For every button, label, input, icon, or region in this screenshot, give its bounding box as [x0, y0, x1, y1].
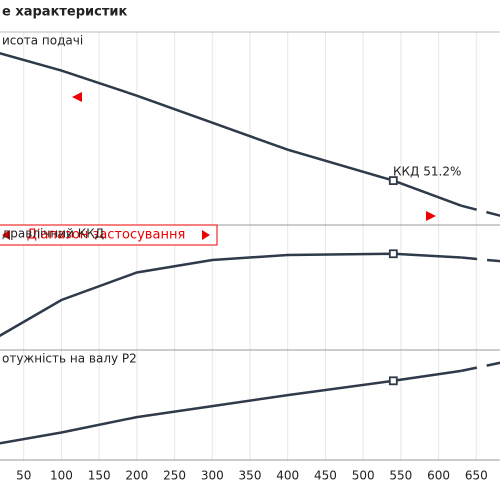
curve	[0, 252, 462, 338]
x-tick-label: 50	[16, 469, 31, 483]
x-tick-label: 350	[239, 469, 262, 483]
x-tick-label: 300	[201, 469, 224, 483]
x-tick-label: 650	[465, 469, 488, 483]
curve-extrapolated	[460, 204, 500, 217]
title: е характеристик	[2, 5, 128, 20]
x-tick-label: 150	[88, 469, 111, 483]
x-tick-label: 100	[50, 469, 73, 483]
range-box	[0, 224, 218, 246]
range-arrow-left	[2, 230, 10, 240]
panel-label: дравлічний ККД	[2, 227, 104, 241]
range-start-marker	[72, 92, 82, 102]
x-tick-label: 250	[163, 469, 186, 483]
range-end-marker	[426, 211, 436, 221]
x-tick-label: 200	[125, 469, 148, 483]
duty-point	[388, 176, 398, 186]
panel-label: исота подачі	[2, 34, 83, 48]
x-tick-label: 600	[427, 469, 450, 483]
range-arrow-right	[202, 230, 210, 240]
x-tick-label: 500	[352, 469, 375, 483]
x-tick-label: 450	[314, 469, 337, 483]
panel-label: отужність на валу P2	[2, 352, 137, 366]
x-tick-label: 400	[276, 469, 299, 483]
curve-extrapolated	[461, 256, 500, 263]
duty-point	[388, 249, 398, 259]
annotation: ККД 51.2%	[393, 165, 461, 179]
duty-point	[388, 376, 398, 386]
x-tick-label: 550	[389, 469, 412, 483]
curve-extrapolated	[460, 361, 500, 373]
range-label: Діапазон застосування	[27, 228, 186, 243]
